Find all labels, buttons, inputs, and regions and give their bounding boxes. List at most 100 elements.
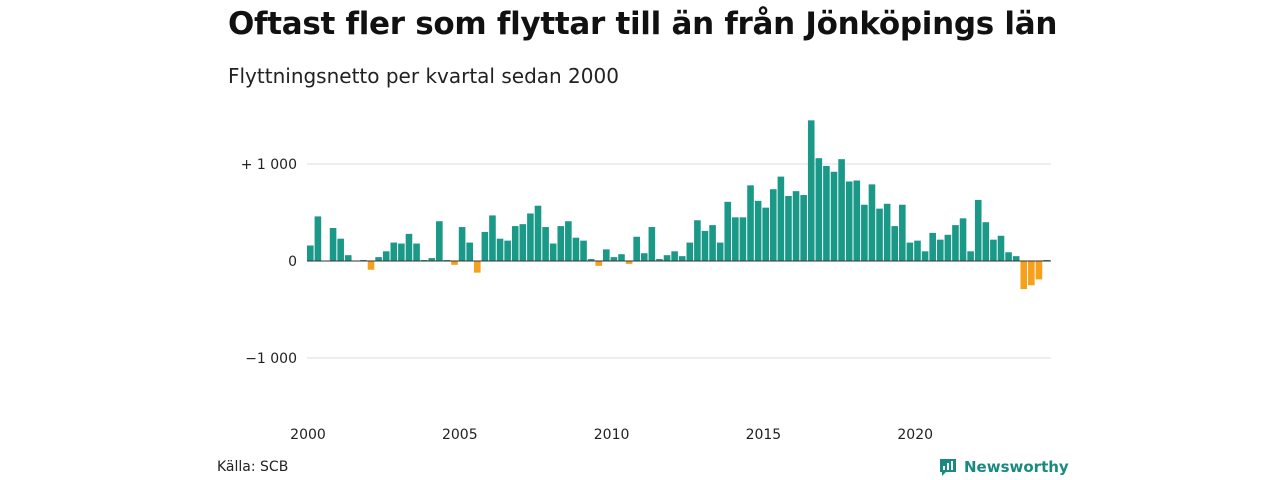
bar — [838, 159, 845, 261]
bar — [701, 230, 709, 261]
bar — [436, 221, 443, 261]
bar — [815, 158, 823, 261]
x-tick-label: 2005 — [442, 427, 478, 443]
bar-series — [307, 120, 1050, 290]
bar — [990, 239, 997, 261]
bar — [618, 254, 625, 261]
bar — [413, 243, 420, 261]
bar — [1035, 261, 1043, 280]
bar — [936, 239, 944, 261]
x-tick-label: 2015 — [746, 427, 782, 443]
bar — [792, 191, 800, 261]
y-tick-label: 0 — [288, 254, 297, 270]
newsworthy-brand: Newsworthy — [938, 456, 1069, 478]
bar — [458, 227, 466, 261]
bar — [762, 207, 769, 261]
x-tick-label: 2010 — [594, 427, 630, 443]
bar — [390, 242, 398, 261]
bar — [732, 217, 739, 261]
bar — [572, 237, 580, 261]
bar — [595, 261, 603, 266]
bar — [527, 213, 534, 261]
y-tick-label: −1 000 — [245, 351, 297, 367]
bar — [899, 204, 906, 261]
bar — [656, 259, 663, 261]
bar — [747, 185, 754, 261]
bar — [906, 242, 914, 261]
bar — [549, 243, 557, 261]
bar — [800, 195, 807, 261]
bar — [557, 226, 565, 261]
y-axis-labels: + 1 000 0 −1 000 — [241, 157, 297, 367]
bar — [959, 218, 967, 261]
bar — [853, 180, 861, 261]
bar — [329, 228, 337, 261]
bar — [769, 189, 777, 261]
bar — [504, 240, 511, 261]
bar — [694, 220, 701, 261]
bar — [952, 225, 959, 261]
bar — [686, 242, 694, 261]
bar — [944, 234, 952, 261]
bar — [451, 261, 458, 265]
bar — [473, 261, 481, 273]
bar — [967, 251, 974, 261]
bar — [428, 258, 436, 261]
bar — [724, 201, 732, 261]
bar — [405, 233, 413, 261]
bar — [481, 231, 489, 261]
bar — [367, 261, 375, 270]
bar — [587, 259, 595, 261]
bar — [511, 226, 519, 261]
bar — [861, 204, 868, 261]
bar — [519, 224, 527, 261]
source-note: Källa: SCB — [217, 459, 289, 475]
bar — [671, 251, 678, 261]
bar — [610, 257, 618, 261]
bar — [876, 208, 883, 261]
bar — [997, 235, 1005, 261]
brand-name: Newsworthy — [964, 458, 1069, 476]
bar — [982, 222, 990, 261]
bar — [777, 176, 785, 261]
bar — [914, 240, 921, 261]
bar — [739, 217, 747, 261]
bar — [625, 261, 633, 264]
chart-subtitle: Flyttningsnetto per kvartal sedan 2000 — [228, 64, 619, 88]
bar — [565, 221, 572, 261]
bar — [398, 243, 405, 261]
bar — [580, 240, 587, 261]
bar — [542, 227, 549, 261]
bar — [1028, 261, 1035, 286]
bar — [534, 205, 542, 261]
y-tick-label: + 1 000 — [241, 157, 297, 173]
bar — [375, 257, 382, 261]
bar — [307, 245, 314, 261]
bar — [663, 255, 671, 261]
bar — [496, 238, 504, 261]
bar — [823, 165, 830, 261]
bar — [974, 199, 982, 261]
bar — [785, 196, 792, 261]
bar — [633, 236, 640, 261]
bar — [754, 200, 762, 261]
bar — [344, 255, 352, 261]
bar — [1005, 252, 1012, 261]
bar — [603, 249, 610, 261]
bar — [807, 120, 815, 261]
bar — [1020, 261, 1028, 290]
gridlines — [307, 163, 1051, 359]
bar — [868, 184, 876, 261]
bar — [921, 251, 929, 261]
bar — [883, 203, 891, 261]
bar — [845, 181, 853, 261]
bar — [830, 171, 838, 261]
bar — [709, 225, 716, 261]
bar — [314, 216, 322, 261]
bar — [489, 215, 496, 261]
bar — [891, 226, 899, 261]
x-axis-labels: 2000 2005 2010 2015 2020 — [290, 427, 933, 443]
bar — [716, 242, 724, 261]
bar — [929, 232, 936, 261]
